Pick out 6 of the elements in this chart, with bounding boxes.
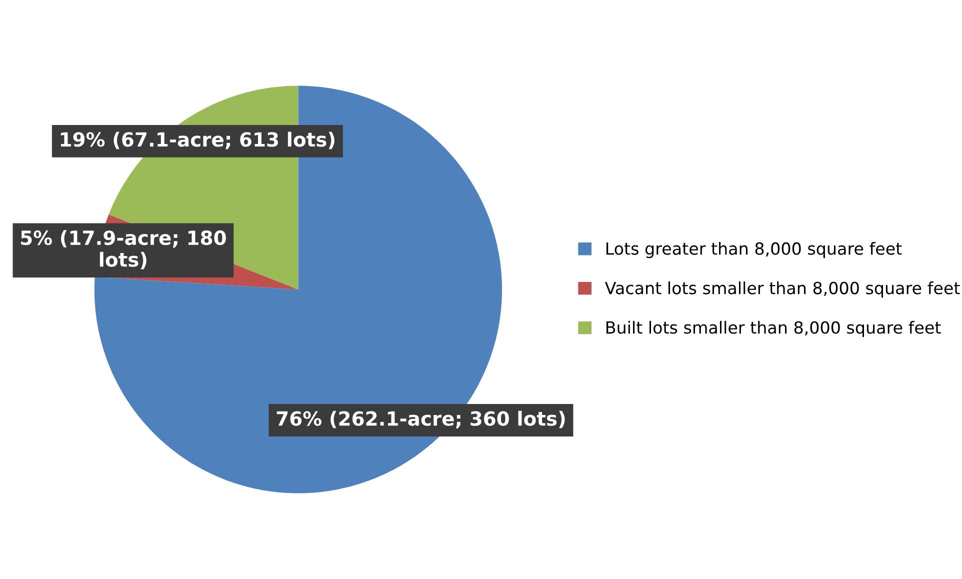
data-label: 19% (67.1-acre; 613 lots): [60, 132, 334, 150]
data-label: 5% (17.9-acre; 180 lots): [21, 230, 226, 270]
legend-label: Vacant lots smaller than 8,000 square feet: [604, 281, 960, 298]
data-label: 76% (262.1-acre; 360 lots): [276, 410, 565, 428]
legend-label: Built lots smaller than 8,000 square feet: [606, 320, 941, 338]
legend-label: Lots greater than 8,000 square feet: [606, 242, 902, 258]
